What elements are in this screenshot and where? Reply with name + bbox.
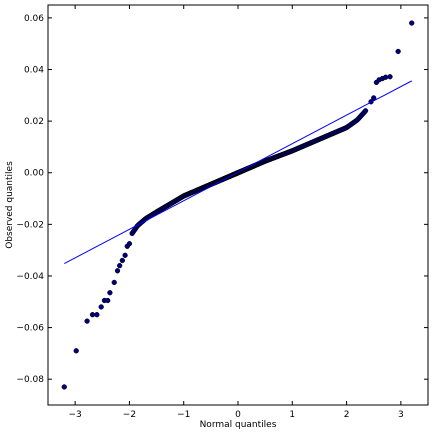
y-tick-label: −0.06	[16, 324, 44, 334]
data-point	[395, 48, 401, 55]
data-point	[126, 241, 133, 247]
x-tick-label: 1	[289, 410, 295, 420]
x-axis-ticks: −3 −2 −1 0 1 2 3	[69, 5, 404, 420]
x-tick-label: 0	[235, 410, 241, 420]
data-point	[89, 312, 96, 318]
y-tick-label: −0.04	[16, 272, 44, 282]
x-tick-label: 2	[344, 410, 350, 420]
data-point	[387, 74, 393, 80]
y-tick-label: 0.00	[24, 169, 44, 179]
data-point	[122, 252, 128, 258]
data-point	[111, 279, 117, 286]
x-tick-label: −1	[177, 410, 190, 420]
data-point	[117, 263, 123, 269]
y-tick-label: 0.04	[24, 66, 44, 76]
data-point	[84, 318, 90, 324]
data-point	[119, 257, 126, 264]
y-tick-label: −0.02	[16, 220, 44, 230]
reference-line	[64, 80, 412, 265]
data-point	[362, 108, 369, 114]
data-point	[61, 384, 67, 390]
y-axis-ticks: −0.08 −0.06 −0.04 −0.02 0.00 0.02 0.04 0.06	[16, 14, 428, 385]
data-point	[94, 312, 100, 318]
data-point	[409, 20, 415, 26]
y-tick-label: 0.06	[24, 14, 44, 24]
x-tick-label: −3	[69, 410, 82, 420]
x-axis-label: Normal quantiles	[200, 420, 277, 430]
data-point	[73, 348, 79, 354]
y-tick-label: −0.08	[16, 375, 44, 385]
data-point	[107, 290, 113, 296]
x-tick-label: −2	[123, 410, 136, 420]
data-point	[114, 268, 121, 274]
data-point	[383, 74, 389, 80]
y-tick-label: 0.02	[24, 117, 44, 127]
x-tick-label: 3	[398, 410, 404, 420]
y-axis-label: Observed quantiles	[5, 161, 15, 249]
data-point	[98, 304, 104, 310]
data-point	[105, 297, 111, 304]
